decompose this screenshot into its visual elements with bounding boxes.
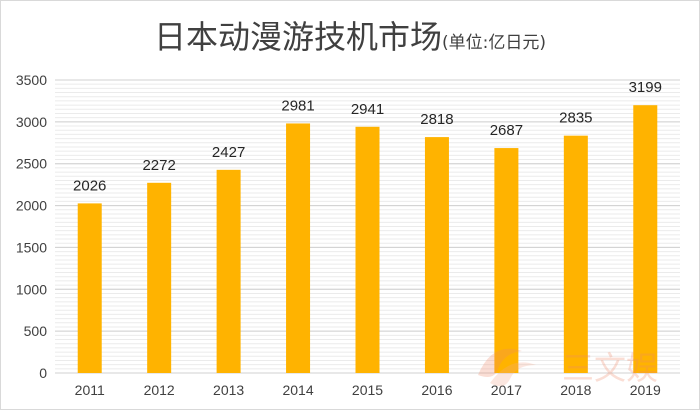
y-tick-label: 3000 bbox=[16, 114, 47, 130]
bar bbox=[424, 137, 449, 373]
data-label: 2818 bbox=[420, 111, 453, 128]
watermark-logo: 三文娱 bbox=[478, 348, 658, 387]
data-label: 2941 bbox=[351, 101, 384, 118]
data-label: 3199 bbox=[629, 79, 662, 96]
data-label: 2026 bbox=[73, 177, 106, 194]
data-label: 2687 bbox=[490, 122, 523, 139]
data-label: 2835 bbox=[559, 110, 592, 127]
x-tick-label: 2015 bbox=[352, 382, 383, 398]
bar bbox=[216, 169, 241, 373]
x-tick-label: 2017 bbox=[491, 382, 522, 398]
watermark-text: 三文娱 bbox=[562, 349, 658, 387]
x-tick-label: 2012 bbox=[144, 382, 175, 398]
chart-title-main: 日本动漫游技机市场 bbox=[153, 18, 442, 56]
bar bbox=[355, 126, 380, 373]
x-tick-label: 2011 bbox=[75, 382, 105, 398]
x-tick-label: 2013 bbox=[213, 382, 244, 398]
watermark-swirl-icon bbox=[478, 348, 536, 387]
chart-title: 日本动漫游技机市场(单位:亿日元) bbox=[0, 12, 700, 58]
data-label: 2272 bbox=[142, 157, 175, 174]
y-tick-label: 500 bbox=[24, 323, 48, 339]
x-tick-label: 2014 bbox=[282, 382, 313, 398]
chart-title-unit: (单位:亿日元) bbox=[442, 33, 546, 53]
y-tick-label: 2000 bbox=[16, 198, 47, 214]
y-tick-label: 2500 bbox=[16, 156, 47, 172]
bar bbox=[633, 105, 658, 373]
x-tick-label: 2019 bbox=[630, 382, 661, 398]
x-tick-label: 2018 bbox=[560, 382, 591, 398]
bar bbox=[147, 182, 172, 373]
data-label: 2981 bbox=[281, 97, 314, 114]
data-label: 2427 bbox=[212, 144, 245, 161]
y-tick-label: 0 bbox=[39, 365, 47, 381]
bar bbox=[286, 123, 311, 373]
bar bbox=[563, 135, 588, 373]
y-tick-label: 1500 bbox=[16, 239, 47, 255]
bar bbox=[77, 203, 102, 373]
y-tick-label: 3500 bbox=[16, 72, 47, 88]
y-tick-label: 1000 bbox=[16, 281, 47, 297]
bar bbox=[494, 148, 519, 373]
x-tick-label: 2016 bbox=[421, 382, 452, 398]
